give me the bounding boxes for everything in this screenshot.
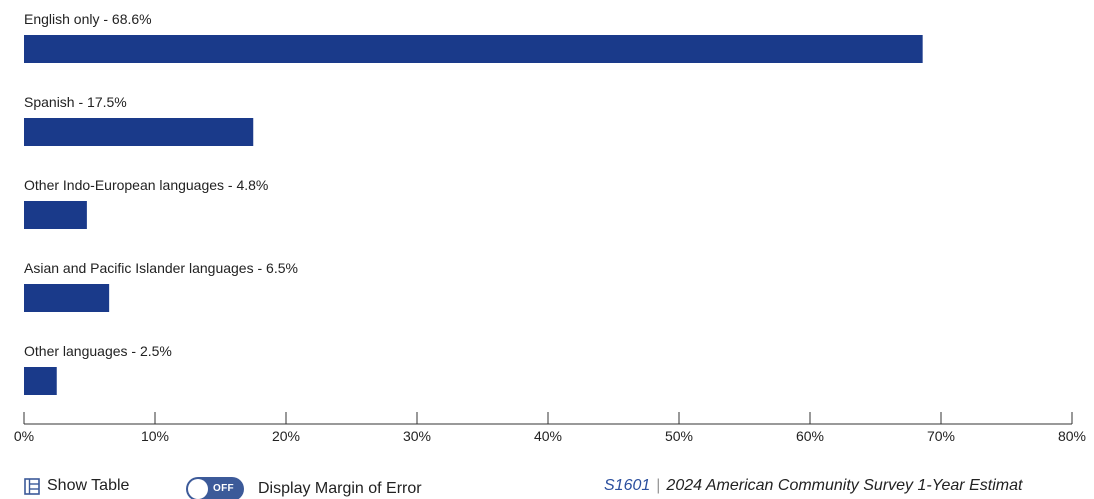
margin-of-error-control: OFF Display Margin of Error bbox=[186, 477, 422, 499]
x-tick-label: 50% bbox=[665, 428, 693, 444]
source-text: 2024 American Community Survey 1-Year Es… bbox=[666, 477, 1023, 494]
x-tick-label: 0% bbox=[14, 428, 34, 444]
bar-label: Asian and Pacific Islander languages - 6… bbox=[24, 260, 298, 276]
bar bbox=[24, 201, 87, 229]
margin-of-error-label: Display Margin of Error bbox=[258, 480, 422, 497]
bar-label: Spanish - 17.5% bbox=[24, 94, 127, 110]
bar-chart: English only - 68.6% Spanish - 17.5% Other… bbox=[14, 11, 1086, 444]
table-icon bbox=[24, 477, 40, 495]
bar-label: English only - 68.6% bbox=[24, 11, 152, 27]
x-tick-label: 60% bbox=[796, 428, 824, 444]
source-code-link[interactable]: S1601 bbox=[604, 477, 651, 494]
x-tick-label: 40% bbox=[534, 428, 562, 444]
x-tick-label: 80% bbox=[1058, 428, 1086, 444]
bar bbox=[24, 35, 923, 63]
toggle-knob bbox=[188, 479, 208, 499]
bar-label: Other Indo-European languages - 4.8% bbox=[24, 177, 268, 193]
x-tick-label: 20% bbox=[272, 428, 300, 444]
bar-label: Other languages - 2.5% bbox=[24, 343, 172, 359]
toggle-state: OFF bbox=[213, 483, 234, 494]
bar bbox=[24, 118, 254, 146]
source-citation: S1601 | 2024 American Community Survey 1-Y… bbox=[604, 477, 1022, 495]
x-tick-label: 10% bbox=[141, 428, 169, 444]
source-separator: | bbox=[656, 477, 661, 494]
x-tick-label: 30% bbox=[403, 428, 431, 444]
margin-of-error-toggle[interactable]: OFF bbox=[186, 477, 244, 499]
bar bbox=[24, 367, 57, 395]
chart-footer: Show Table OFF Display Margin of Error S… bbox=[0, 474, 1094, 499]
x-tick-label: 70% bbox=[927, 428, 955, 444]
show-table-label: Show Table bbox=[47, 477, 130, 494]
bar bbox=[24, 284, 110, 312]
show-table-button[interactable]: Show Table bbox=[24, 477, 129, 495]
